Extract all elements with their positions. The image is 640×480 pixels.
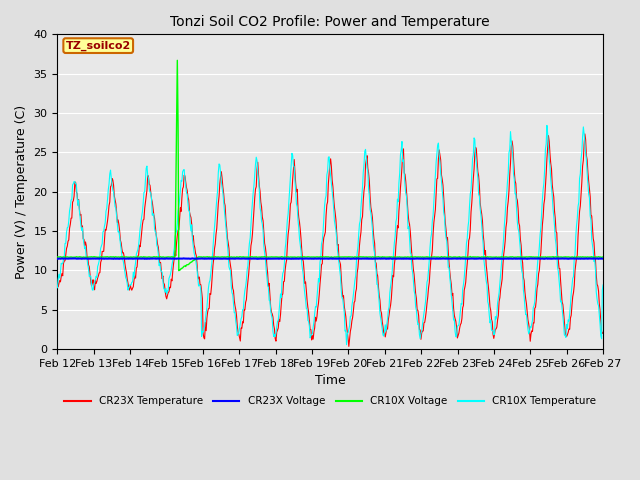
CR23X Temperature xyxy=(345,344,353,349)
CR10X Temperature xyxy=(54,285,61,290)
CR23X Temperature xyxy=(63,243,71,249)
CR23X Temperature xyxy=(599,330,607,336)
CR23X Voltage xyxy=(413,255,421,261)
CR10X Voltage xyxy=(175,268,182,274)
CR10X Voltage xyxy=(177,267,184,273)
Line: CR23X Temperature: CR23X Temperature xyxy=(58,134,603,347)
CR23X Temperature xyxy=(413,307,421,312)
CR10X Temperature xyxy=(397,147,405,153)
CR10X Temperature xyxy=(343,342,351,348)
CR10X Temperature xyxy=(599,282,607,288)
CR10X Temperature xyxy=(204,295,211,301)
Line: CR23X Voltage: CR23X Voltage xyxy=(58,258,603,259)
CR10X Temperature xyxy=(413,316,421,322)
CR10X Voltage xyxy=(54,254,61,260)
CR10X Voltage xyxy=(120,254,127,260)
CR10X Temperature xyxy=(543,122,551,128)
CR10X Temperature xyxy=(120,259,127,265)
X-axis label: Time: Time xyxy=(315,374,346,387)
CR23X Temperature xyxy=(175,227,182,233)
Legend: CR23X Temperature, CR23X Voltage, CR10X Voltage, CR10X Temperature: CR23X Temperature, CR23X Voltage, CR10X … xyxy=(60,392,600,410)
CR10X Temperature xyxy=(175,204,182,209)
CR10X Temperature xyxy=(63,225,71,231)
Text: TZ_soilco2: TZ_soilco2 xyxy=(65,40,131,51)
CR10X Voltage xyxy=(398,254,406,260)
CR23X Voltage xyxy=(599,256,607,262)
Title: Tonzi Soil CO2 Profile: Power and Temperature: Tonzi Soil CO2 Profile: Power and Temper… xyxy=(170,15,490,29)
CR10X Voltage xyxy=(205,254,213,260)
CR23X Temperature xyxy=(204,309,211,315)
CR10X Voltage xyxy=(63,254,71,260)
Y-axis label: Power (V) / Temperature (C): Power (V) / Temperature (C) xyxy=(15,105,28,279)
Line: CR10X Voltage: CR10X Voltage xyxy=(58,60,603,271)
CR23X Temperature xyxy=(581,131,589,137)
CR10X Voltage xyxy=(414,254,422,260)
CR10X Voltage xyxy=(599,254,607,260)
CR23X Temperature xyxy=(397,176,405,181)
Line: CR10X Temperature: CR10X Temperature xyxy=(58,125,603,345)
CR10X Voltage xyxy=(173,58,181,63)
CR23X Temperature xyxy=(120,250,127,256)
CR23X Voltage xyxy=(176,256,184,262)
CR23X Voltage xyxy=(120,256,127,262)
CR23X Voltage xyxy=(205,255,212,261)
CR23X Voltage xyxy=(54,256,61,262)
CR23X Voltage xyxy=(63,256,71,262)
CR23X Voltage xyxy=(163,255,170,261)
CR23X Temperature xyxy=(54,278,61,284)
CR23X Voltage xyxy=(524,256,531,262)
CR23X Voltage xyxy=(397,256,405,262)
